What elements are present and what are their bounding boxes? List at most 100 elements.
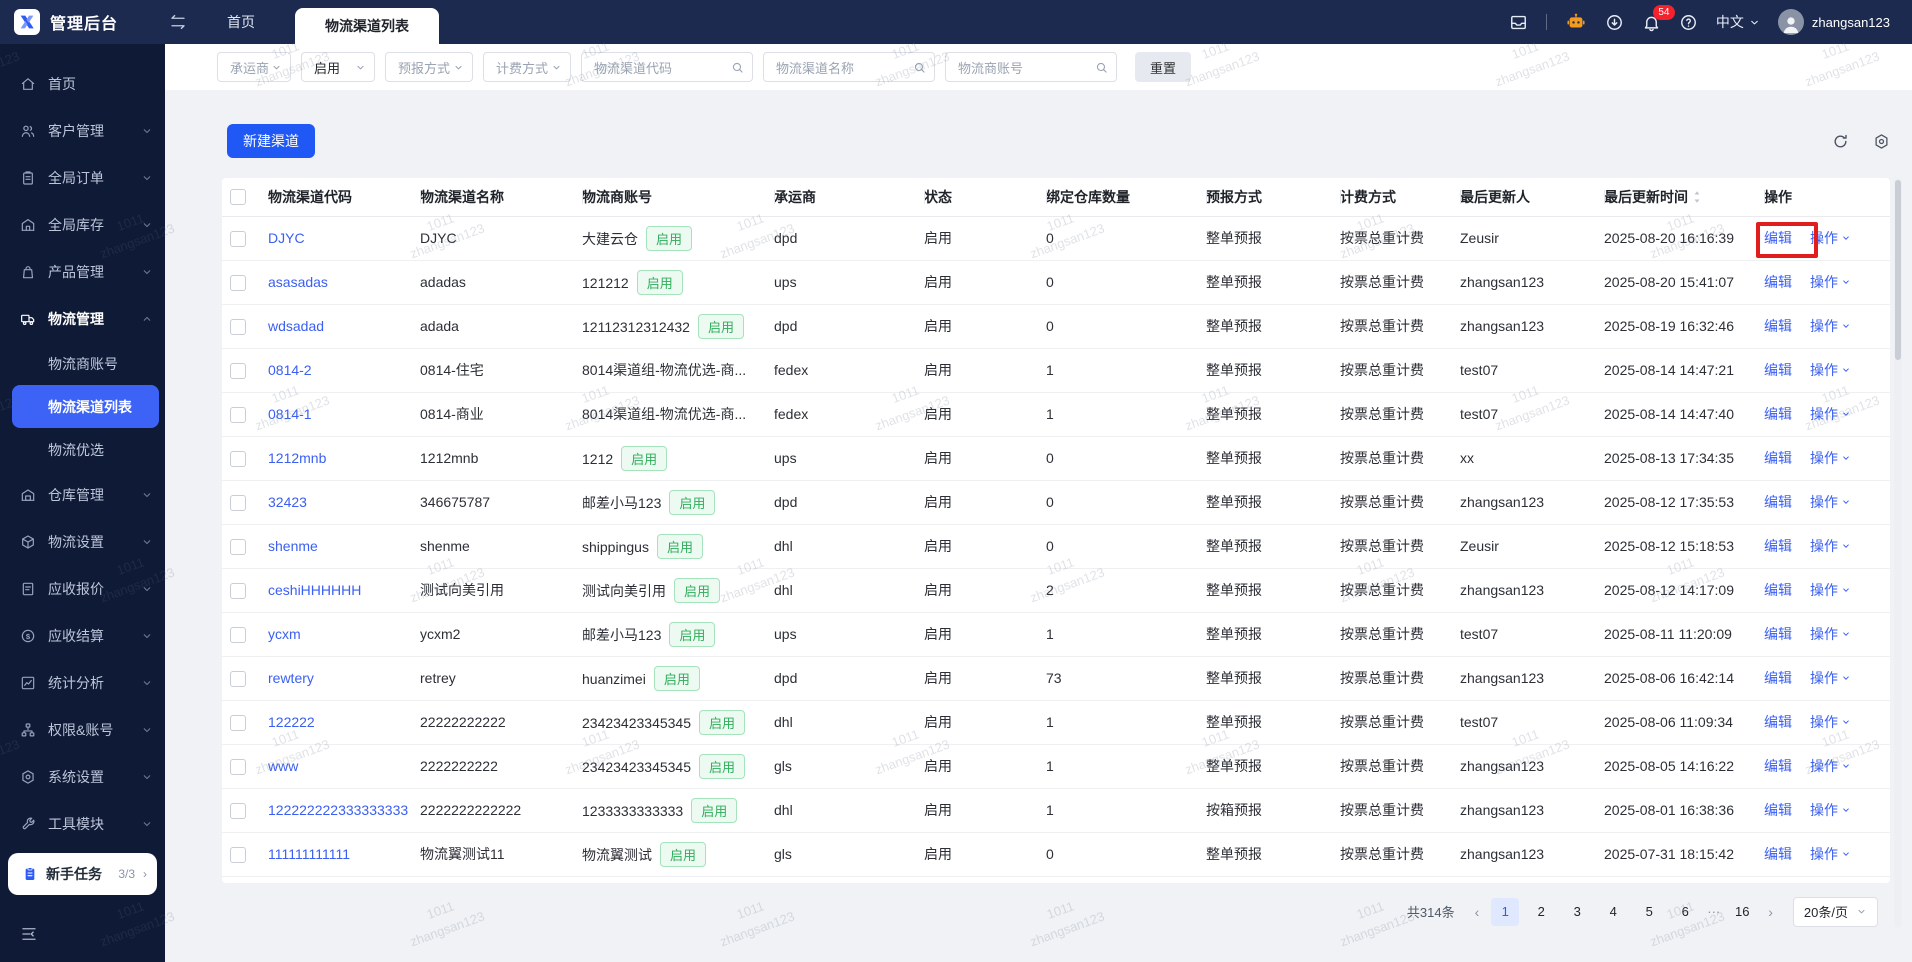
row-checkbox[interactable] xyxy=(230,670,246,687)
row-checkbox[interactable] xyxy=(230,494,246,511)
edit-link[interactable]: 编辑 xyxy=(1764,274,1792,290)
channel-code-link[interactable]: www xyxy=(268,758,299,774)
edit-link[interactable]: 编辑 xyxy=(1764,670,1792,686)
column-header-updated[interactable]: 最后更新时间 xyxy=(1604,178,1764,217)
more-pages[interactable]: ··· xyxy=(1707,904,1721,919)
prev-page-button[interactable]: ‹ xyxy=(1474,903,1480,920)
bell-icon[interactable]: 54 xyxy=(1642,4,1675,32)
sidebar-item[interactable]: 全局订单 xyxy=(0,154,165,201)
page-3[interactable]: 3 xyxy=(1573,904,1581,919)
sidebar-item[interactable]: 应收报价 xyxy=(0,565,165,612)
page-size-select[interactable]: 20条/页 xyxy=(1792,896,1878,927)
edit-link[interactable]: 编辑 xyxy=(1764,538,1792,554)
sidebar-item[interactable]: 物流设置 xyxy=(0,518,165,565)
column-settings-gear-icon[interactable] xyxy=(1873,133,1890,150)
user-menu[interactable]: zhangsan123 xyxy=(1777,9,1890,35)
page-16[interactable]: 16 xyxy=(1735,904,1750,919)
page-2[interactable]: 2 xyxy=(1537,904,1545,919)
channel-code-link[interactable]: shenme xyxy=(268,538,318,554)
sidebar-item[interactable]: 首页 xyxy=(0,60,165,107)
sidebar-item[interactable]: 统计分析 xyxy=(0,659,165,706)
tab-0[interactable]: 首页 xyxy=(227,14,255,30)
row-checkbox[interactable] xyxy=(230,582,246,599)
channel-code-link[interactable]: 122222222333333333 xyxy=(268,802,409,818)
edit-link[interactable]: 编辑 xyxy=(1764,450,1792,466)
filter-select[interactable]: 预报方式 xyxy=(385,52,473,82)
edit-link[interactable]: 编辑 xyxy=(1764,626,1792,642)
channel-code-link[interactable]: ceshiHHHHHH xyxy=(268,582,362,598)
channel-code-link[interactable]: wdsadad xyxy=(268,318,325,334)
channel-code-link[interactable]: ycxm xyxy=(268,626,301,642)
help-icon[interactable] xyxy=(1679,13,1698,32)
channel-code-link[interactable]: rewtery xyxy=(268,670,314,686)
row-checkbox[interactable] xyxy=(230,318,246,335)
row-checkbox[interactable] xyxy=(230,230,246,247)
channel-code-link[interactable]: 1212mnb xyxy=(268,450,327,466)
sidebar-item[interactable]: 全局库存 xyxy=(0,201,165,248)
select-all-checkbox[interactable] xyxy=(230,189,246,206)
page-5[interactable]: 5 xyxy=(1645,904,1653,919)
new-channel-button[interactable]: 新建渠道 xyxy=(227,124,315,158)
sidebar-item[interactable]: $ 应收结算 xyxy=(0,612,165,659)
filter-select[interactable]: 承运商 xyxy=(217,52,291,82)
sidebar-item[interactable]: 客户管理 xyxy=(0,107,165,154)
row-checkbox[interactable] xyxy=(230,802,246,819)
language-switcher[interactable]: 中文 xyxy=(1716,12,1760,32)
edit-link[interactable]: 编辑 xyxy=(1764,362,1792,378)
more-actions-dropdown[interactable]: 操作 xyxy=(1810,800,1851,820)
filter-input[interactable]: 物流渠道代码 xyxy=(581,52,753,82)
sidebar-subitem[interactable]: 物流渠道列表 xyxy=(12,385,159,428)
channel-code-link[interactable]: 32423 xyxy=(268,494,307,510)
filter-select[interactable]: 启用 xyxy=(301,52,375,82)
more-actions-dropdown[interactable]: 操作 xyxy=(1810,360,1851,380)
more-actions-dropdown[interactable]: 操作 xyxy=(1810,756,1851,776)
tab-active[interactable]: 物流渠道列表 xyxy=(295,8,439,44)
more-actions-dropdown[interactable]: 操作 xyxy=(1810,712,1851,732)
more-actions-dropdown[interactable]: 操作 xyxy=(1810,272,1851,292)
sidebar-subitem[interactable]: 物流优选 xyxy=(0,428,165,471)
row-checkbox[interactable] xyxy=(230,758,246,775)
edit-link[interactable]: 编辑 xyxy=(1764,230,1792,246)
more-actions-dropdown[interactable]: 操作 xyxy=(1810,228,1851,248)
more-actions-dropdown[interactable]: 操作 xyxy=(1810,404,1851,424)
sidebar-item[interactable]: 工具模块 xyxy=(0,800,165,847)
channel-code-link[interactable]: 0814-2 xyxy=(268,362,312,378)
sidebar-item[interactable]: 物流管理 xyxy=(0,295,165,342)
vertical-scrollbar[interactable] xyxy=(1894,178,1902,928)
row-checkbox[interactable] xyxy=(230,450,246,467)
channel-code-link[interactable]: 122222 xyxy=(268,714,315,730)
edit-link[interactable]: 编辑 xyxy=(1764,758,1792,774)
filter-input[interactable]: 物流商账号 xyxy=(945,52,1117,82)
more-actions-dropdown[interactable]: 操作 xyxy=(1810,624,1851,644)
sidebar-item[interactable]: 系统设置 xyxy=(0,753,165,800)
sidebar-item-newbie-tasks[interactable]: 新手任务 3/3 › xyxy=(8,853,157,895)
reset-button[interactable]: 重置 xyxy=(1135,52,1191,82)
more-actions-dropdown[interactable]: 操作 xyxy=(1810,316,1851,336)
sidebar-item[interactable]: 产品管理 xyxy=(0,248,165,295)
channel-code-link[interactable]: 111111111111 xyxy=(268,846,351,862)
more-actions-dropdown[interactable]: 操作 xyxy=(1810,844,1851,864)
more-actions-dropdown[interactable]: 操作 xyxy=(1810,536,1851,556)
inbox-icon[interactable] xyxy=(1509,13,1528,32)
row-checkbox[interactable] xyxy=(230,362,246,379)
swap-arrows-icon[interactable] xyxy=(169,0,187,44)
more-actions-dropdown[interactable]: 操作 xyxy=(1810,580,1851,600)
more-actions-dropdown[interactable]: 操作 xyxy=(1810,668,1851,688)
row-checkbox[interactable] xyxy=(230,846,246,863)
sidebar-subitem[interactable]: 物流商账号 xyxy=(0,342,165,385)
next-page-button[interactable]: › xyxy=(1768,903,1773,920)
page-1[interactable]: 1 xyxy=(1491,897,1520,926)
edit-link[interactable]: 编辑 xyxy=(1764,846,1792,862)
sort-icon[interactable] xyxy=(1692,190,1702,204)
edit-link[interactable]: 编辑 xyxy=(1764,406,1792,422)
channel-code-link[interactable]: asasadas xyxy=(268,274,328,290)
filter-input[interactable]: 物流渠道名称 xyxy=(763,52,935,82)
row-checkbox[interactable] xyxy=(230,538,246,555)
sidebar-item[interactable]: 权限&账号 xyxy=(0,706,165,753)
edit-link[interactable]: 编辑 xyxy=(1764,714,1792,730)
page-4[interactable]: 4 xyxy=(1609,904,1617,919)
robot-icon[interactable] xyxy=(1565,11,1587,33)
filter-select[interactable]: 计费方式 xyxy=(483,52,571,82)
scrollbar-thumb[interactable] xyxy=(1895,180,1901,360)
channel-code-link[interactable]: DJYC xyxy=(268,230,305,246)
